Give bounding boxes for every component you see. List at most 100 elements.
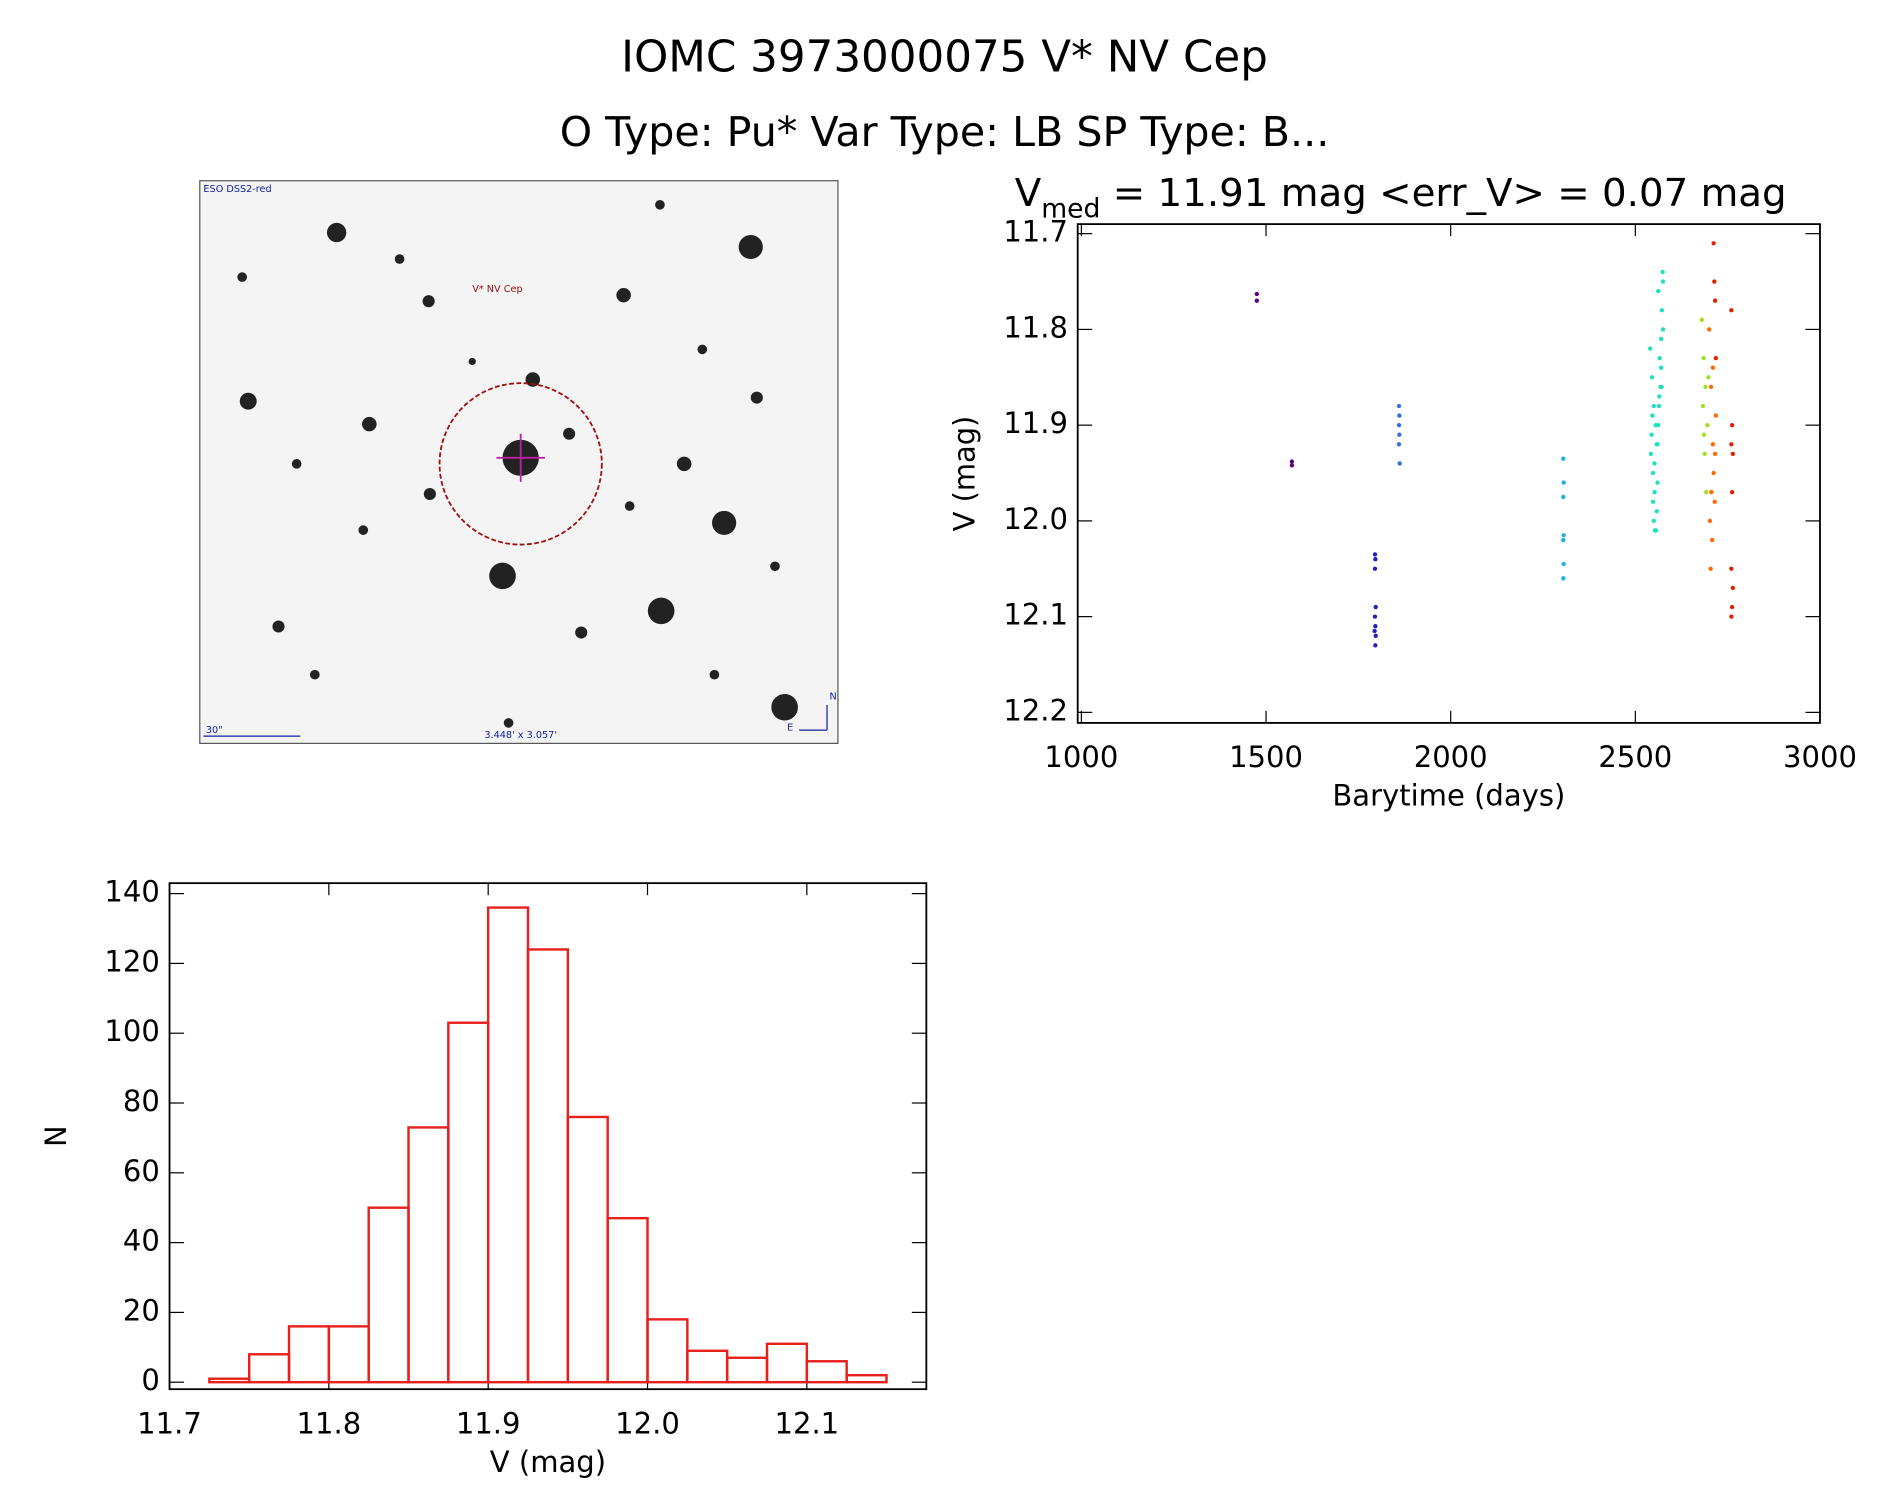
data-point (1705, 422, 1710, 428)
data-point (1397, 432, 1402, 437)
data-point (1712, 499, 1717, 504)
page-subtitle: O Type: Pu* Var Type: LB SP Type: B... (560, 108, 1330, 156)
data-point (1561, 494, 1566, 500)
target-label: V* NV Cep (472, 284, 522, 295)
data-point (1711, 470, 1716, 476)
bar (287, 1325, 331, 1384)
bar (486, 906, 530, 1384)
data-point (1396, 403, 1402, 409)
data-point (1561, 537, 1566, 543)
data-point (1656, 422, 1661, 428)
data-point (1397, 461, 1402, 466)
y-tick-label: 11.7 (1003, 215, 1068, 249)
data-point (1649, 432, 1654, 437)
title-rest: = 11.91 mag <err_V> = 0.07 mag (1100, 171, 1786, 216)
data-point (1254, 298, 1259, 303)
bar (526, 948, 570, 1384)
y-tick-label: 11.8 (1003, 310, 1068, 344)
bar (765, 1342, 809, 1384)
x-tick-label: 12.0 (615, 1406, 680, 1440)
crosshair (496, 433, 545, 482)
bar (805, 1360, 848, 1384)
bar (646, 1318, 689, 1384)
data-point (1648, 451, 1654, 457)
data-point (1713, 413, 1719, 418)
data-point (1651, 518, 1656, 524)
bar (407, 1126, 450, 1384)
data-point (1650, 499, 1656, 504)
data-point (1561, 456, 1566, 461)
data-point (1729, 566, 1734, 571)
data-point (1709, 490, 1714, 495)
y-axis-label: V (mag) (947, 416, 981, 532)
data-point (1289, 463, 1295, 468)
y-tick-label: 120 (104, 944, 159, 978)
data-point (1647, 346, 1653, 351)
data-point (1254, 291, 1259, 297)
y-tick-label: 12.1 (1003, 598, 1068, 632)
data-point (1372, 566, 1378, 571)
data-point (1659, 308, 1665, 313)
data-point (1660, 269, 1665, 275)
title-subscript: med (1041, 193, 1100, 224)
data-point (1660, 327, 1666, 332)
data-point (1659, 384, 1664, 390)
data-point (1704, 490, 1709, 495)
bar (845, 1374, 888, 1384)
data-point (1703, 384, 1708, 390)
data-point (1710, 442, 1716, 447)
x-tick-label: 11.7 (137, 1406, 202, 1440)
bar (367, 1206, 410, 1384)
data-point (1561, 561, 1566, 567)
data-point (1712, 279, 1717, 284)
data-point (1708, 384, 1714, 390)
data-point (1709, 537, 1715, 543)
data-point (1650, 470, 1656, 476)
bar (247, 1353, 291, 1384)
x-axis-label: V (mag) (490, 1445, 606, 1479)
scale-label: 30" (206, 725, 223, 736)
data-point (1729, 614, 1734, 619)
data-point (1373, 604, 1378, 610)
data-point (1657, 394, 1662, 399)
data-point (1699, 317, 1704, 323)
data-point (1561, 480, 1566, 485)
data-point (1373, 633, 1378, 638)
target-circle (438, 382, 603, 546)
bar (606, 1216, 649, 1384)
data-point (1659, 336, 1664, 342)
data-point (1655, 480, 1660, 485)
x-tick-label: 1500 (1229, 740, 1303, 774)
data-point (1730, 585, 1736, 591)
bar (725, 1356, 769, 1384)
bar (566, 1115, 609, 1384)
survey-label: ESO DSS2-red (203, 184, 271, 195)
data-point (1373, 624, 1378, 629)
data-point (1656, 288, 1661, 294)
data-point (1397, 413, 1402, 418)
bar (447, 1021, 490, 1384)
data-point (1372, 628, 1377, 634)
x-axis-label: Barytime (days) (1332, 779, 1565, 813)
data-point (1711, 241, 1716, 246)
star-image: ESO DSS2-red V* NV Cep 30" 3.448' x 3.05… (199, 180, 839, 744)
scatter-title: Vmed = 11.91 mag <err_V> = 0.07 mag (1015, 171, 1787, 224)
bar (327, 1325, 370, 1384)
data-point (1373, 643, 1378, 648)
data-point (1373, 557, 1378, 562)
data-point (1654, 442, 1659, 447)
data-point (1700, 403, 1706, 409)
x-tick-label: 12.1 (775, 1406, 840, 1440)
data-point (1652, 461, 1657, 466)
data-point (1656, 403, 1662, 409)
data-point (1729, 442, 1734, 447)
data-point (1701, 355, 1706, 361)
data-point (1372, 614, 1378, 619)
data-point (1657, 355, 1662, 361)
bar (686, 1349, 729, 1384)
data-point (1707, 327, 1712, 332)
x-tick-label: 2000 (1414, 740, 1488, 774)
y-tick-label: 40 (123, 1224, 160, 1258)
data-point (1712, 451, 1718, 457)
